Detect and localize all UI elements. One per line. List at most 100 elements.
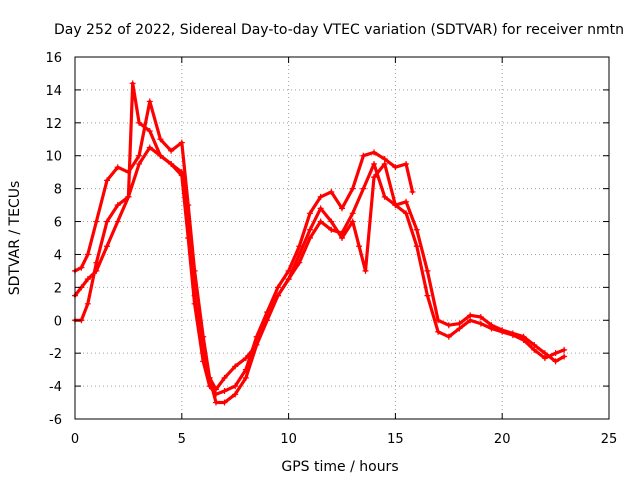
data-point	[541, 355, 548, 362]
data-point	[349, 210, 356, 217]
data-series	[72, 80, 568, 406]
data-point	[206, 383, 213, 390]
data-point	[146, 144, 153, 151]
series-line	[73, 99, 415, 405]
y-tick-label: 16	[45, 51, 62, 66]
data-point	[403, 198, 410, 205]
data-point	[136, 119, 143, 126]
data-point	[561, 346, 568, 353]
data-point	[435, 328, 442, 335]
data-point	[242, 374, 249, 381]
data-point	[221, 388, 228, 395]
data-point	[232, 391, 239, 398]
x-tick-label: 15	[387, 432, 404, 447]
data-point	[242, 355, 249, 362]
data-point	[178, 169, 185, 176]
data-point	[349, 218, 356, 225]
y-tick-label: 10	[45, 150, 62, 165]
data-point	[499, 328, 506, 335]
data-point	[253, 341, 260, 348]
data-point	[157, 152, 164, 159]
data-point	[413, 243, 420, 250]
data-point	[477, 320, 484, 327]
data-point	[221, 399, 228, 406]
series-track-2	[72, 80, 568, 398]
data-point	[232, 363, 239, 370]
data-point	[136, 152, 143, 159]
data-point	[424, 267, 431, 274]
data-point	[104, 177, 111, 184]
x-tick-label: 5	[178, 432, 186, 447]
data-point	[200, 350, 207, 357]
data-point	[356, 243, 363, 250]
data-point	[93, 267, 100, 274]
data-point	[178, 139, 185, 146]
data-point	[467, 317, 474, 324]
data-point	[104, 218, 111, 225]
data-point	[264, 317, 271, 324]
chart-title: Day 252 of 2022, Sidereal Day-to-day VTE…	[54, 22, 624, 38]
data-point	[445, 333, 452, 340]
data-point	[306, 235, 313, 241]
data-point	[84, 276, 91, 283]
data-point	[157, 136, 164, 143]
data-point	[114, 202, 121, 209]
y-tick-label: -2	[49, 347, 62, 362]
data-point	[552, 358, 559, 365]
data-point	[552, 350, 559, 357]
y-tick-label: -4	[49, 380, 62, 395]
data-point	[136, 160, 143, 167]
y-tick-label: 14	[45, 84, 62, 99]
x-tick-label: 25	[601, 432, 618, 447]
data-point	[362, 267, 369, 274]
data-point	[114, 164, 121, 171]
y-tick-label: -6	[49, 413, 62, 428]
data-point	[339, 205, 345, 212]
y-axis-label: SDTVAR / TECUs	[7, 181, 23, 296]
data-point	[114, 218, 121, 225]
data-point	[93, 218, 100, 225]
data-point	[424, 292, 431, 299]
y-tick-label: 0	[54, 314, 62, 329]
data-point	[371, 174, 378, 181]
data-point	[78, 264, 85, 271]
data-point	[477, 313, 484, 320]
data-point	[84, 300, 91, 307]
data-point	[191, 292, 198, 299]
x-tick-label: 0	[71, 432, 79, 447]
data-point	[104, 243, 111, 250]
data-point	[328, 218, 335, 225]
data-point	[392, 202, 399, 209]
data-point	[561, 353, 568, 360]
data-point	[232, 383, 239, 390]
data-point	[317, 205, 324, 212]
plot-frame	[74, 56, 610, 420]
data-point	[306, 210, 313, 217]
data-point	[274, 284, 281, 291]
data-point	[221, 374, 228, 381]
data-point	[349, 185, 356, 192]
axis-ticks: 0 5 10 15 20 25 -6 -4 -2 0 2 4 6 8 10 12 14 16	[45, 51, 617, 447]
series-track-3	[72, 144, 568, 393]
data-point	[403, 210, 410, 217]
grid	[75, 57, 609, 419]
data-point	[392, 164, 399, 171]
data-point	[306, 226, 313, 233]
data-point	[274, 292, 281, 299]
data-point	[413, 226, 420, 233]
data-point	[409, 188, 416, 195]
data-point	[296, 259, 303, 266]
data-point	[212, 386, 219, 393]
data-point	[129, 80, 136, 87]
data-point	[168, 160, 175, 167]
data-point	[445, 322, 452, 329]
data-point	[328, 226, 335, 233]
data-point	[185, 218, 192, 225]
x-tick-label: 10	[280, 432, 297, 447]
data-point	[168, 147, 175, 154]
y-tick-label: 12	[45, 117, 62, 132]
data-point	[531, 346, 538, 353]
data-point	[212, 399, 219, 406]
data-point	[371, 160, 378, 167]
